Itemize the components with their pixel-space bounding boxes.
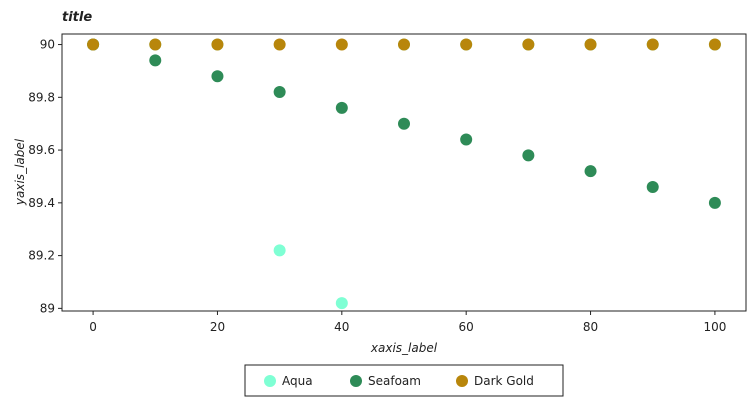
legend-box <box>244 364 564 397</box>
dark-gold-point <box>460 38 473 51</box>
y-axis-title: yaxis_label <box>13 138 27 206</box>
legend-items: Aqua Seafoam Dark Gold <box>264 374 534 388</box>
legend-label-dark-gold: Dark Gold <box>474 374 534 388</box>
y-tick-label: 89.6 <box>28 143 55 157</box>
y-axis-ticks: 89 89.2 89.4 89.6 89.8 90 <box>28 38 62 315</box>
legend-label-aqua: Aqua <box>282 374 313 388</box>
dark-gold-point <box>398 38 410 51</box>
seafoam-point <box>398 117 410 130</box>
legend-marker-aqua <box>264 375 276 387</box>
x-tick-label: 60 <box>459 320 474 334</box>
x-tick-label: 40 <box>334 320 349 334</box>
seafoam-point <box>335 101 348 114</box>
seafoam-point <box>273 86 286 99</box>
dark-gold-point <box>522 38 535 51</box>
seafoam-point <box>584 165 597 178</box>
legend-marker-dark-gold <box>456 375 468 387</box>
dark-gold-point <box>273 38 286 51</box>
legend-marker-seafoam <box>350 375 362 387</box>
seafoam-point <box>149 54 162 67</box>
data-points <box>87 38 721 310</box>
x-tick-label: 20 <box>210 320 225 334</box>
y-tick-label: 89.2 <box>28 249 55 263</box>
x-axis-title: xaxis_label <box>370 341 438 355</box>
dark-gold-point <box>584 38 597 51</box>
legend: Aqua Seafoam Dark Gold <box>244 364 564 397</box>
dark-gold-point <box>87 38 100 51</box>
dark-gold-point <box>646 38 659 51</box>
dark-gold-point <box>335 38 348 51</box>
x-tick-label: 80 <box>583 320 598 334</box>
x-tick-label: 0 <box>89 320 97 334</box>
chart-title: title <box>62 10 92 25</box>
x-tick-label: 100 <box>703 320 726 334</box>
legend-label-seafoam: Seafoam <box>368 374 421 388</box>
y-tick-label: 90 <box>40 38 55 52</box>
plot-frame <box>61 33 747 312</box>
seafoam-point <box>460 133 473 146</box>
y-tick-label: 89.8 <box>28 90 55 104</box>
dark-gold-point <box>211 38 224 51</box>
y-tick-label: 89.4 <box>28 196 55 210</box>
seafoam-point <box>522 149 535 162</box>
x-axis-ticks: 0 20 40 60 80 100 <box>89 311 726 334</box>
y-tick-label: 89 <box>40 301 55 315</box>
dark-gold-point <box>149 38 162 51</box>
aqua-point <box>273 244 286 257</box>
seafoam-point <box>646 181 659 194</box>
aqua-point <box>335 297 348 310</box>
dark-gold-point <box>708 38 721 51</box>
seafoam-point <box>708 196 721 209</box>
seafoam-point <box>211 70 224 83</box>
